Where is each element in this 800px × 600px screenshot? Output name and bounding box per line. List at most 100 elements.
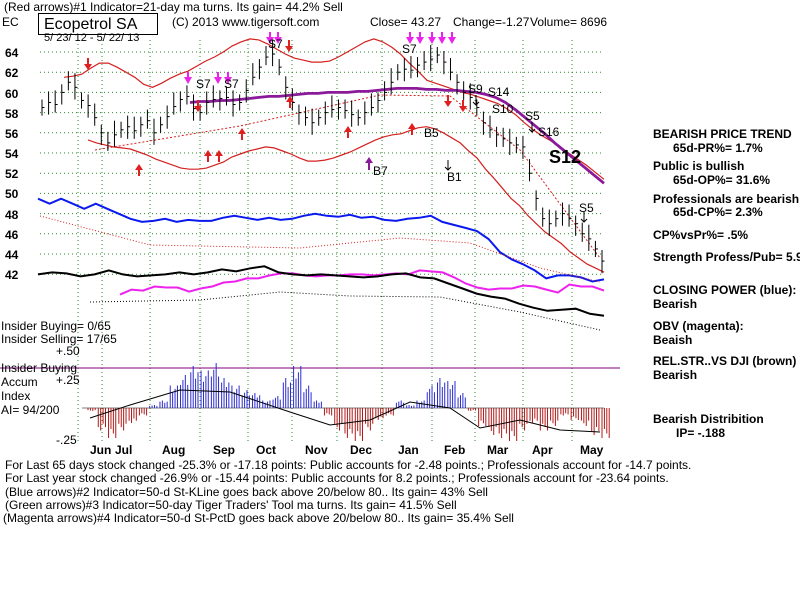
red-up-arrow xyxy=(204,150,212,162)
footer-line-2: For Last year stock changed -26.9% or -1… xyxy=(5,471,669,485)
y-tick-58: 58 xyxy=(5,107,19,121)
copyright: (C) 2013 www.tigersoft.com xyxy=(172,15,320,29)
y-tick-52: 52 xyxy=(5,167,19,181)
obv-line xyxy=(119,269,605,296)
month-label: Mar xyxy=(487,443,509,457)
y-tick-46: 46 xyxy=(5,228,19,242)
signal-label: B7 xyxy=(373,164,388,178)
month-label: Oct xyxy=(256,443,277,457)
black-arrow xyxy=(528,122,536,133)
signal-label: S16 xyxy=(538,125,560,139)
month-label: Dec xyxy=(350,443,373,457)
insider-buying-label: Insider Buying= 0/65 xyxy=(1,319,111,333)
red-down-arrow xyxy=(194,100,202,112)
signal-label: S9 xyxy=(468,82,483,96)
red-up-arrow xyxy=(344,126,352,138)
trend-dotted-line xyxy=(94,94,601,259)
gridlines xyxy=(0,40,620,442)
insider-selling-label: Insider Selling= 17/65 xyxy=(1,332,117,346)
pros-text: Professionals are bearish xyxy=(653,192,800,206)
ip-value: IP= -.188 xyxy=(676,426,726,440)
y-tick-50: 50 xyxy=(5,187,19,201)
relstr-title: REL.STR..VS DJI (brown) xyxy=(653,354,797,368)
y-tick-42: 42 xyxy=(5,268,19,282)
y-tick-48: 48 xyxy=(5,208,19,222)
month-label: Apr xyxy=(532,443,553,457)
signal-label: S10 xyxy=(492,102,514,116)
relstr-value: Bearish xyxy=(653,368,698,382)
y-tick-44: 44 xyxy=(5,248,19,262)
indicator-panels xyxy=(37,197,605,331)
signal-label: S5 xyxy=(525,109,540,123)
signal-label: S5 xyxy=(579,201,594,215)
black-arrow xyxy=(444,160,452,171)
y-tick-60: 60 xyxy=(5,87,19,101)
month-label: May xyxy=(580,443,604,457)
red-up-arrow xyxy=(135,164,143,176)
magenta-arrow xyxy=(416,32,424,44)
purple-up-arrow xyxy=(365,157,373,170)
black-arrow xyxy=(580,212,588,223)
price-panel xyxy=(41,38,605,274)
magenta-arrow xyxy=(274,32,282,44)
accum-minus25: -.25 xyxy=(56,433,77,447)
signal-label: S7 xyxy=(402,42,417,56)
month-label: Feb xyxy=(444,443,466,457)
month-label: Jun xyxy=(90,443,112,457)
accum-plus50: +.50 xyxy=(56,344,80,358)
footer-line-3: (Blue arrows)#2 Indicator=50-d St-KLine … xyxy=(5,485,488,499)
lower-band-line xyxy=(87,126,605,273)
y-tick-64: 64 xyxy=(5,46,19,60)
red-down-arrow xyxy=(285,40,293,52)
red-up-arrow xyxy=(238,128,246,140)
distribution-title: Bearish Distribition xyxy=(653,412,764,426)
indicator1-text: (Red arrows)#1 Indicator=21-day ma turns… xyxy=(4,0,343,14)
trend-title: BEARISH PRICE TREND xyxy=(653,127,792,141)
op-value: 65d-OP%= 31.6% xyxy=(673,173,771,187)
obv-value: Beaish xyxy=(653,333,693,347)
month-label: Sep xyxy=(213,443,236,457)
moving-average-line xyxy=(189,87,605,185)
cp-blue-value: Bearish xyxy=(653,297,698,311)
y-tick-54: 54 xyxy=(5,147,19,161)
magenta-arrow xyxy=(448,32,456,44)
date-range: 5/ 23/ 12 - 5/ 22/ 13 xyxy=(44,32,140,44)
closing-power-line xyxy=(37,197,605,283)
red-down-arrow xyxy=(84,58,92,70)
red-down-arrow xyxy=(459,100,467,112)
magenta-arrow xyxy=(266,32,274,44)
pr-value: 65d-PR%= 1.7% xyxy=(673,141,763,155)
cp-value: 65d-CP%= 2.3% xyxy=(673,205,763,219)
signal-arrows xyxy=(84,32,588,223)
black-arrow xyxy=(472,95,480,106)
month-label: Aug xyxy=(162,443,186,457)
magenta-arrow xyxy=(428,32,436,44)
magenta-arrow xyxy=(438,32,446,44)
red-up-arrow xyxy=(408,123,416,135)
index-label: Index xyxy=(1,389,31,403)
signal-label: S14 xyxy=(488,85,510,99)
close-value: Close= 43.27 xyxy=(370,15,442,29)
accum-plus25: +.25 xyxy=(56,373,80,387)
y-tick-56: 56 xyxy=(5,127,19,141)
magenta-arrow xyxy=(214,72,222,84)
strength-value: Strength Profess/Pub= 5.9 xyxy=(653,250,800,264)
signal-label: B5 xyxy=(424,126,439,140)
upper-band-line xyxy=(63,38,605,180)
magenta-arrow xyxy=(184,72,192,84)
ai-value: AI= 94/200 xyxy=(1,403,60,417)
accum-ma-line xyxy=(89,389,601,433)
cpvspr-value: CP%vsPr%= .5% xyxy=(653,228,749,242)
relative-strength-line xyxy=(37,265,605,317)
footer-line-4: (Green arrows)#3 Indicator=50-day Tiger … xyxy=(5,498,457,512)
signal-label-s12: S12 xyxy=(549,147,582,167)
red-up-arrow xyxy=(215,150,223,162)
footer-line-5: (Magenta arrows)#4 Indicator=50-d St-Pct… xyxy=(3,511,514,525)
footer-line-1: For Last 65 days stock changed -25.3% or… xyxy=(5,458,692,472)
month-label: Jan xyxy=(398,443,419,457)
magenta-arrow xyxy=(406,32,414,44)
y-tick-62: 62 xyxy=(5,66,19,80)
public-text: Public is bullish xyxy=(653,159,745,173)
signal-label: S7 xyxy=(224,77,239,91)
